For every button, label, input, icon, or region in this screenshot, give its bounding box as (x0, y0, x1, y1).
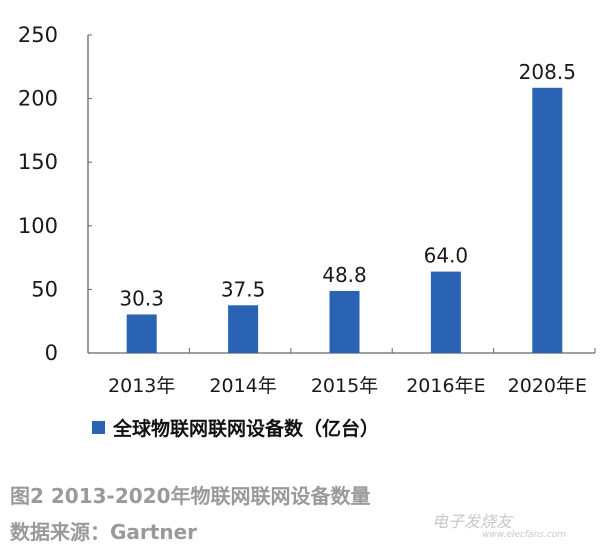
watermark-text: 电子发烧友 (432, 512, 513, 531)
y-tick-label: 250 (18, 23, 58, 47)
data-label: 208.5 (519, 60, 576, 84)
x-category-label: 2013年 (108, 375, 175, 397)
y-tick-label: 50 (31, 277, 58, 301)
bar (430, 271, 461, 353)
x-category-label: 2020年E (508, 375, 587, 397)
data-label: 48.8 (322, 263, 367, 287)
x-category-label: 2016年E (406, 375, 485, 397)
bar (532, 87, 563, 354)
figure-caption: 图2 2013-2020年物联网联网设备数量 (10, 484, 371, 508)
y-tick-label: 0 (45, 341, 58, 365)
y-tick-label: 150 (18, 150, 58, 174)
watermark-logo: 电子发烧友 www.elecfans.com (432, 508, 566, 540)
legend-label: 全球物联网联网设备数（亿台） (113, 418, 380, 440)
data-label: 30.3 (119, 286, 164, 310)
bar-chart: 0 50 100 150 200 250 30.3 2013年 37.5 2014年 48.8 201… (18, 23, 596, 397)
bar (228, 305, 259, 353)
data-label: 37.5 (221, 277, 266, 301)
data-source: 数据来源：Gartner (10, 520, 198, 544)
y-tick-label: 200 (18, 87, 58, 111)
x-category-label: 2015年 (311, 375, 378, 397)
legend-swatch (92, 421, 105, 434)
y-tick-label: 100 (18, 214, 58, 238)
bar (329, 290, 360, 353)
watermark-url: www.elecfans.com (482, 530, 567, 540)
bar (126, 314, 157, 353)
legend: 全球物联网联网设备数（亿台） (92, 414, 379, 441)
data-label: 64.0 (424, 244, 469, 268)
x-category-label: 2014年 (209, 375, 276, 397)
